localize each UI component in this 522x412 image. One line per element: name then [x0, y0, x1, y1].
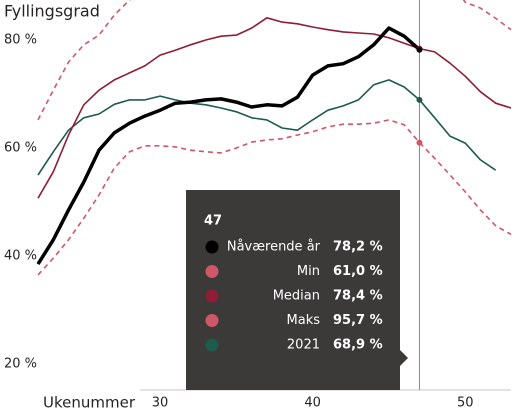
y-tick-label: 40 %	[4, 249, 37, 264]
series-line	[37, 79, 497, 176]
tooltip-value: 78,4 %	[333, 289, 383, 304]
x-tick-label: 50	[457, 396, 474, 411]
chart-title: Fyllingsgrad	[4, 2, 100, 21]
tooltip-swatch	[205, 265, 219, 278]
tooltip-value: 95,7 %	[333, 313, 383, 328]
tooltip: 47 Nåværende år 78,2 % Min 61,0 % Median 78,4 …	[186, 190, 408, 390]
tooltip-value: 68,9 %	[333, 338, 383, 353]
x-tick-label: 40	[304, 396, 321, 411]
tooltip-name: Min	[297, 264, 320, 279]
plot-area	[36, 0, 512, 390]
series-line	[36, 26, 421, 266]
series-line	[37, 119, 512, 276]
tooltip-swatch	[205, 289, 219, 303]
tooltip-swatch	[205, 314, 219, 327]
series-line	[37, 0, 512, 121]
hover-dot	[416, 46, 423, 53]
y-tick-label: 80 %	[4, 32, 37, 47]
hover-dot	[416, 96, 423, 103]
tooltip-title: 47	[204, 214, 222, 229]
hover-dot	[416, 139, 423, 146]
tooltip-pointer	[400, 350, 408, 366]
tooltip-name: 2021	[287, 338, 320, 353]
tooltip-name: Median	[273, 289, 320, 304]
tooltip-name: Nåværende år	[227, 240, 321, 255]
tooltip-name: Maks	[287, 313, 321, 328]
tooltip-value: 78,2 %	[333, 240, 383, 255]
series-line	[37, 17, 512, 199]
tooltip-value: 61,0 %	[333, 264, 383, 279]
tooltip-swatch	[205, 338, 219, 352]
tooltip-swatch	[205, 240, 219, 254]
tooltip-box	[186, 190, 400, 390]
y-tick-label: 60 %	[4, 141, 37, 156]
x-axis-label: Ukenummer	[43, 394, 136, 412]
y-tick-label: 20 %	[4, 357, 37, 372]
x-tick-label: 30	[152, 396, 169, 411]
